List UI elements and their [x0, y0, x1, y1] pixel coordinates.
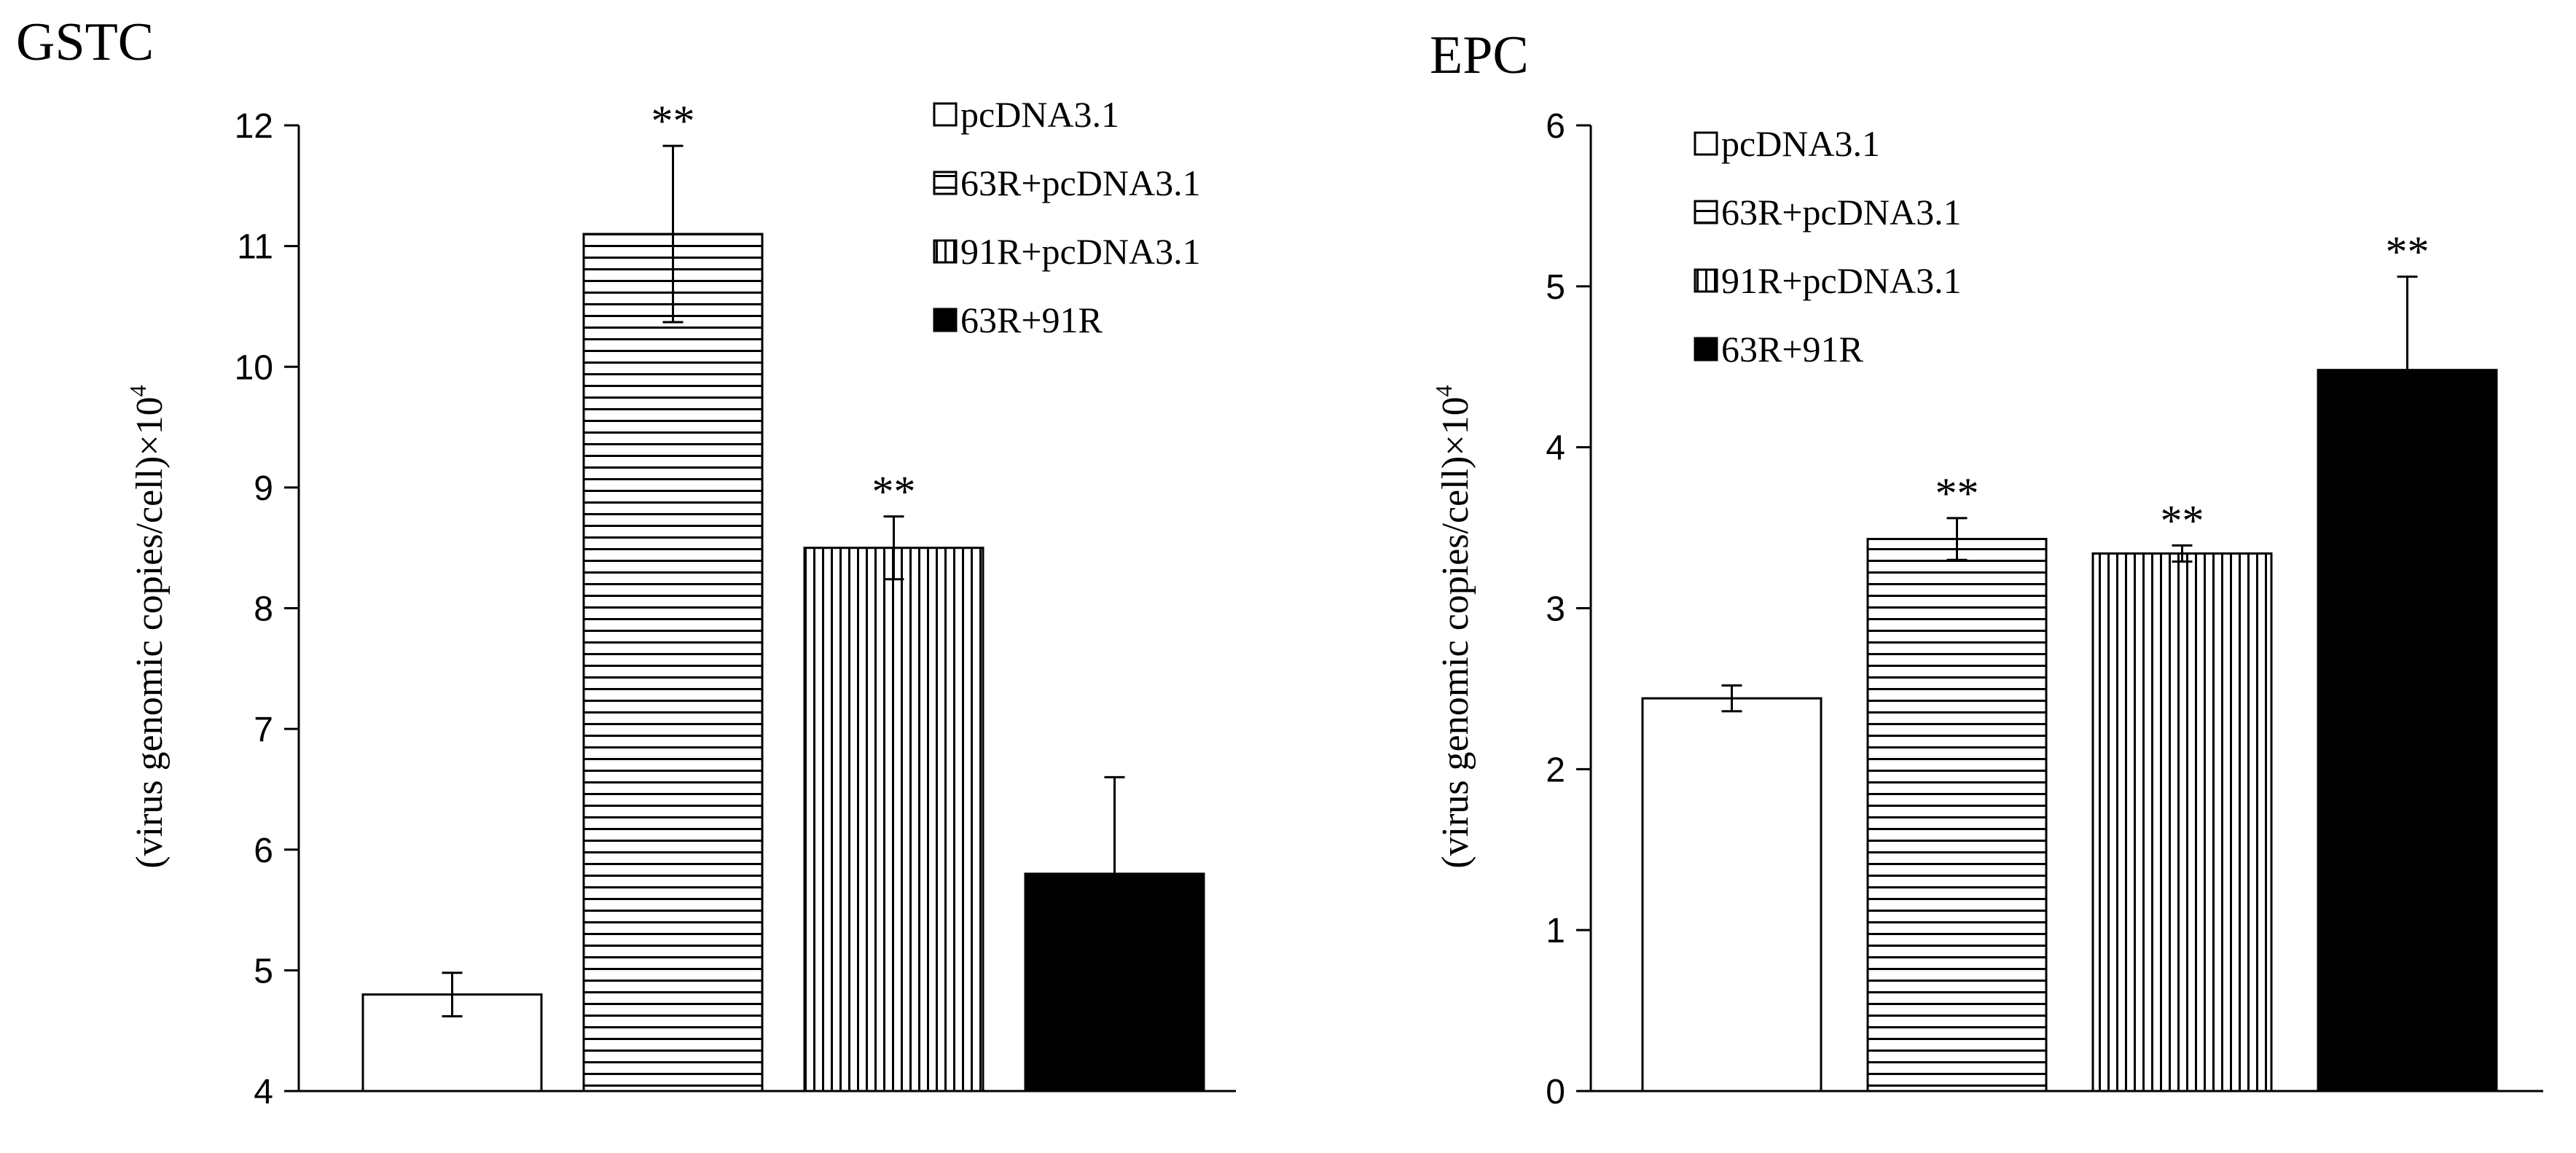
bar-horizontal	[1866, 538, 2048, 1093]
y-tick-label: 9	[254, 469, 273, 508]
legend-swatch-white	[933, 102, 958, 127]
significance-label: **	[651, 97, 695, 145]
y-tick-label: 10	[235, 348, 273, 387]
bars: ** ** **	[1641, 228, 2498, 1093]
y-tick-label: 6	[1546, 107, 1565, 146]
legend-swatch-black	[1694, 337, 1718, 361]
y-tick-label: 7	[254, 711, 273, 749]
y-tick-label: 1	[1546, 912, 1565, 950]
legend-label: 63R+pcDNA3.1	[1721, 192, 1962, 232]
legend: pcDNA3.1 63R+pcDNA3.1 91R+pcDNA3.1 63R+91R	[1694, 123, 1962, 370]
y-tick-label: 2	[1546, 751, 1565, 789]
legend: pcDNA3.1 63R+pcDNA3.1 91R+pcDNA3.1 63R+91R	[933, 94, 1201, 340]
panel-title: EPC	[1430, 26, 1529, 85]
bar-vertical	[2091, 552, 2273, 1093]
y-tick-label: 6	[254, 832, 273, 870]
y-tick-label: 0	[1546, 1073, 1565, 1111]
significance-label: **	[2386, 228, 2430, 276]
panel-gstc: GSTC (virus genomic copies/cell)×104 456…	[16, 12, 1236, 1111]
legend-swatch-vertical	[933, 239, 958, 264]
significance-label: **	[872, 468, 916, 516]
significance-label: **	[1935, 469, 1979, 517]
y-tick-label: 5	[1546, 268, 1565, 307]
y-tick-label: 12	[235, 107, 273, 146]
legend-swatch-black	[933, 308, 958, 332]
y-tick-label: 4	[254, 1073, 273, 1111]
bar-horizontal	[582, 232, 764, 1093]
y-axis-label-superscript: 4	[125, 385, 151, 396]
y-axis-label: (virus genomic copies/cell)×104	[1430, 385, 1476, 868]
legend-swatch-horizontal	[1694, 200, 1718, 224]
panel-title: GSTC	[16, 12, 154, 72]
bar-vertical	[803, 547, 984, 1093]
y-axis-label: (virus genomic copies/cell)×104	[125, 385, 171, 868]
panel-epc: EPC (virus genomic copies/cell)×104 0123…	[1430, 26, 2543, 1111]
legend-label: pcDNA3.1	[1721, 123, 1880, 164]
y-ticks: 4 5 6 7 8 9 10 11 12	[235, 107, 299, 1111]
y-axis-label-superscript: 4	[1430, 385, 1457, 396]
y-tick-label: 8	[254, 590, 273, 629]
legend-label: 63R+91R	[1721, 329, 1864, 370]
legend-label: 63R+91R	[960, 300, 1103, 340]
y-tick-label: 5	[254, 952, 273, 990]
y-tick-label: 3	[1546, 590, 1565, 629]
legend-label: 91R+pcDNA3.1	[1721, 260, 1962, 301]
legend-swatch-horizontal	[933, 171, 958, 195]
y-axis-label-text: (virus genomic copies/cell)×10	[129, 396, 171, 868]
y-tick-label: 4	[1546, 429, 1565, 468]
bars: ** **	[361, 97, 1205, 1093]
y-axis-label-text: (virus genomic copies/cell)×10	[1435, 396, 1476, 868]
legend-label: pcDNA3.1	[960, 94, 1119, 135]
significance-label: **	[2161, 496, 2204, 544]
y-ticks: 0 1 2 3 4 5 6	[1546, 107, 1591, 1111]
legend-label: 91R+pcDNA3.1	[960, 231, 1201, 272]
bar-white	[1641, 697, 1823, 1093]
legend-label: 63R+pcDNA3.1	[960, 163, 1201, 203]
y-tick-label: 11	[237, 228, 273, 267]
legend-swatch-white	[1694, 131, 1718, 156]
legend-swatch-vertical	[1694, 268, 1718, 293]
bar-black	[2317, 369, 2498, 1093]
